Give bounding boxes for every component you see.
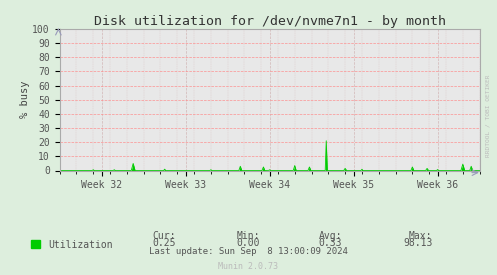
Text: Avg:: Avg: <box>319 231 342 241</box>
Legend: Utilization: Utilization <box>27 236 117 254</box>
Text: Min:: Min: <box>237 231 260 241</box>
Title: Disk utilization for /dev/nvme7n1 - by month: Disk utilization for /dev/nvme7n1 - by m… <box>93 15 446 28</box>
Text: Max:: Max: <box>409 231 432 241</box>
Text: RRDTOOL / TOBI OETIKER: RRDTOOL / TOBI OETIKER <box>486 74 491 157</box>
Text: 98.13: 98.13 <box>403 238 432 248</box>
Text: Last update: Sun Sep  8 13:00:09 2024: Last update: Sun Sep 8 13:00:09 2024 <box>149 248 348 256</box>
Text: 0.25: 0.25 <box>152 238 176 248</box>
Text: Munin 2.0.73: Munin 2.0.73 <box>219 262 278 271</box>
Text: 0.00: 0.00 <box>237 238 260 248</box>
Y-axis label: % busy: % busy <box>19 81 29 119</box>
Text: Cur:: Cur: <box>152 231 176 241</box>
Text: 0.33: 0.33 <box>319 238 342 248</box>
